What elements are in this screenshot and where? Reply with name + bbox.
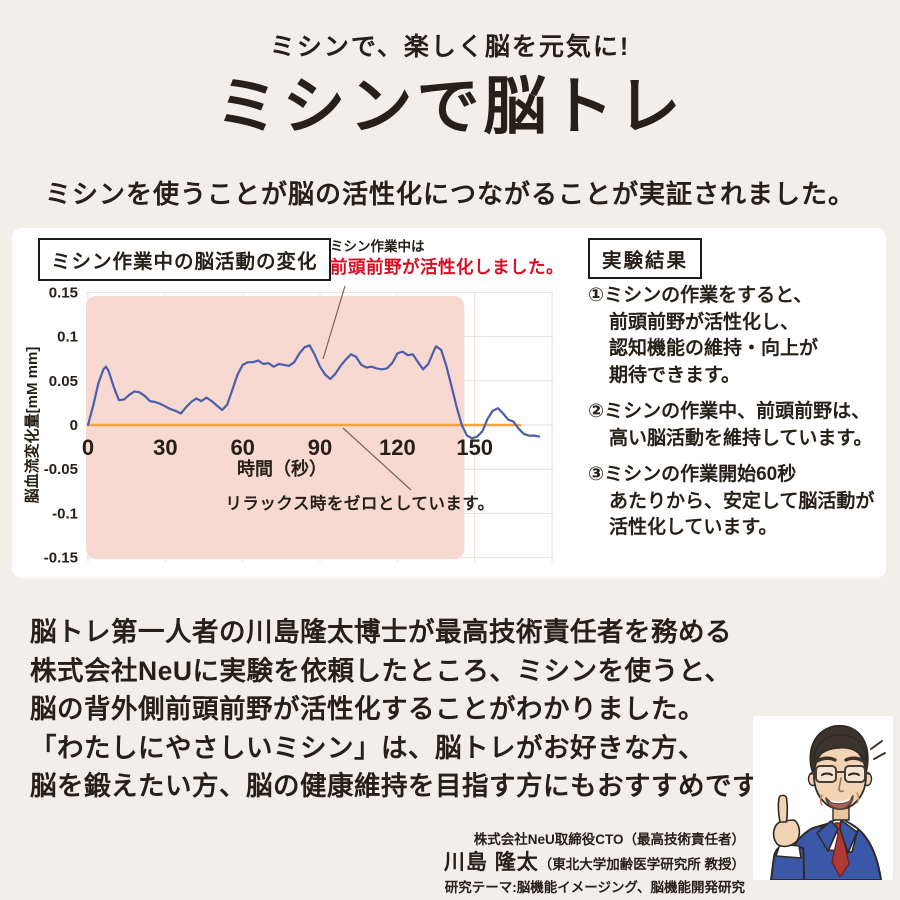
- credential-name: 川島 隆太: [443, 851, 539, 874]
- svg-text:150: 150: [456, 435, 493, 460]
- page-title: ミシンで脳トレ: [215, 72, 685, 142]
- svg-text:-0.1: -0.1: [52, 505, 78, 522]
- annotation-pointer-line: [322, 285, 346, 360]
- credential-name-suffix: （東北大学加齢医学研究所 教授）: [538, 857, 745, 872]
- results-list: ①ミシンの作業をすると、 前頭前野が活性化し、 認知機能の維持・向上が 期待でき…: [588, 283, 890, 552]
- zero-baseline-note: リラックス時をゼロとしています。: [225, 493, 494, 513]
- chart-title: ミシン作業中の脳活動の変化: [38, 238, 331, 281]
- sewing-period-shade: [86, 296, 465, 559]
- annotation-line2: 前頭前野が活性化しました。: [330, 256, 564, 277]
- svg-text:60: 60: [230, 435, 254, 460]
- results-heading: 実験結果: [588, 238, 703, 279]
- kawashima-illustration: [753, 716, 893, 880]
- result-item-3: ③ミシンの作業開始60秒 あたりから、安定して脳活動が 活性化しています。: [588, 464, 875, 538]
- subtitle: ミシンを使うことが脳の活性化につながることが実証されました。: [44, 179, 855, 209]
- credential-company: 株式会社NeU取締役CTO（最高技術責任者）: [473, 832, 745, 847]
- svg-text:-0.05: -0.05: [44, 461, 78, 478]
- svg-text:0.1: 0.1: [57, 329, 78, 346]
- chart-annotation: ミシン作業中は 前頭前野が活性化しました。: [330, 238, 564, 278]
- brain-activity-chart: 0 30 60 90 120 1500.150.10.050-0.05-0.1-0.15 …: [23, 284, 553, 567]
- svg-text:30: 30: [153, 435, 177, 460]
- result-item-2: ②ミシンの作業中、前頭前野は、 高い脳活動を維持しています。: [588, 401, 873, 449]
- annotation-line1: ミシン作業中は: [330, 239, 425, 254]
- svg-text:120: 120: [379, 435, 416, 460]
- brain-activity-line: [86, 344, 541, 440]
- svg-text:0: 0: [70, 417, 78, 434]
- chart-panel: 0 30 60 90 120 150 0.15 0.1 0.05 0 -0.05 -0.1 -0.15 …: [12, 228, 886, 578]
- credential-research: 研究テーマ:脳機能イメージング、脳機能開発研究: [444, 880, 745, 895]
- y-axis-label: 脳血流変化量[mM mm]: [23, 347, 41, 504]
- credential-name-line: 川島 隆太（東北大学加齢医学研究所 教授）: [444, 850, 745, 878]
- x-axis-label: 時間（秒）: [237, 458, 327, 479]
- credentials-block: 株式会社NeU取締役CTO（最高技術責任者） 川島 隆太（東北大学加齢医学研究所…: [444, 830, 745, 898]
- tagline: ミシンで、楽しく脳を元気に!: [269, 33, 631, 61]
- svg-text:0: 0: [82, 435, 94, 460]
- svg-text:0.15: 0.15: [49, 284, 78, 301]
- note-pointer-line: [342, 427, 412, 491]
- svg-text:-0.15: -0.15: [44, 550, 78, 567]
- svg-text:90: 90: [308, 435, 332, 460]
- result-item-1: ①ミシンの作業をすると、 前頭前野が活性化し、 認知機能の維持・向上が 期待でき…: [588, 285, 819, 386]
- kawashima-portrait: [753, 716, 893, 880]
- body-paragraph: 脳トレ第一人者の川島隆太博士が最高技術責任者を務める 株式会社NeUに実験を依頼…: [30, 617, 784, 801]
- svg-text:0.05: 0.05: [49, 373, 78, 390]
